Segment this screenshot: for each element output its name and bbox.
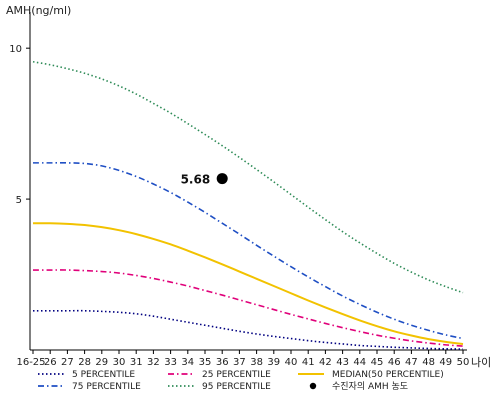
x-tick-label: 30 xyxy=(113,357,126,368)
patient-amh-value-label: 5.68 xyxy=(181,173,211,187)
x-tick-label: 50 xyxy=(457,357,470,368)
marker-layer: 5.68 xyxy=(181,173,228,187)
x-tick-label: 40 xyxy=(285,357,298,368)
y-axis-label: AMH(ng/ml) xyxy=(6,4,71,17)
series-line-25-percentile xyxy=(33,269,464,347)
x-axis-label: 나이 xyxy=(471,356,491,369)
x-tick-label: 47 xyxy=(405,357,418,368)
patient-amh-point xyxy=(216,173,228,185)
legend-label: MEDIAN(50 PERCENTILE) xyxy=(332,370,444,380)
legend-label: 95 PERCENTILE xyxy=(202,382,271,392)
series-line-median-50-percentile xyxy=(32,222,464,345)
series-layer xyxy=(32,60,464,350)
y-tick-label: 10 xyxy=(9,44,22,55)
series-line-75-percentile xyxy=(32,162,464,340)
x-tick-label: 33 xyxy=(164,357,177,368)
x-tick-label: 42 xyxy=(319,357,332,368)
x-tick-label: 36 xyxy=(216,357,229,368)
x-tick-label: 31 xyxy=(130,357,143,368)
series-line-5-percentile xyxy=(33,309,464,350)
legend-label: 수진자의 AMH 농도 xyxy=(332,381,408,392)
x-tick-label: 27 xyxy=(61,357,74,368)
x-tick-label: 46 xyxy=(388,357,401,368)
y-tick-label: 5 xyxy=(16,195,22,206)
x-tick-label: 37 xyxy=(233,357,246,368)
x-tick-label: 29 xyxy=(95,357,108,368)
x-tick-label: 45 xyxy=(371,357,384,368)
x-tick-label: 32 xyxy=(147,357,160,368)
x-tick-label: 48 xyxy=(422,357,435,368)
x-tick-label: 34 xyxy=(181,357,194,368)
x-tick-label: 44 xyxy=(353,357,366,368)
x-tick-label: 28 xyxy=(78,357,91,368)
legend-label: 75 PERCENTILE xyxy=(72,382,141,392)
legend-marker-dot xyxy=(309,382,317,390)
x-tick-label: 38 xyxy=(250,357,263,368)
legend: 5 PERCENTILE 25 PERCENTILE MEDIAN(50 PERCE… xyxy=(38,370,444,392)
legend-label: 25 PERCENTILE xyxy=(202,370,271,380)
x-tick-label: 39 xyxy=(267,357,280,368)
x-tick-label: 49 xyxy=(439,357,452,368)
x-tick-label: 26 xyxy=(44,357,57,368)
x-tick-label: 41 xyxy=(302,357,315,368)
x-tick-label: 43 xyxy=(336,357,349,368)
x-tick-label: 35 xyxy=(199,357,212,368)
series-line-95-percentile xyxy=(32,60,464,294)
legend-label: 5 PERCENTILE xyxy=(72,370,135,380)
x-tick-label: 16-25 xyxy=(16,357,45,368)
